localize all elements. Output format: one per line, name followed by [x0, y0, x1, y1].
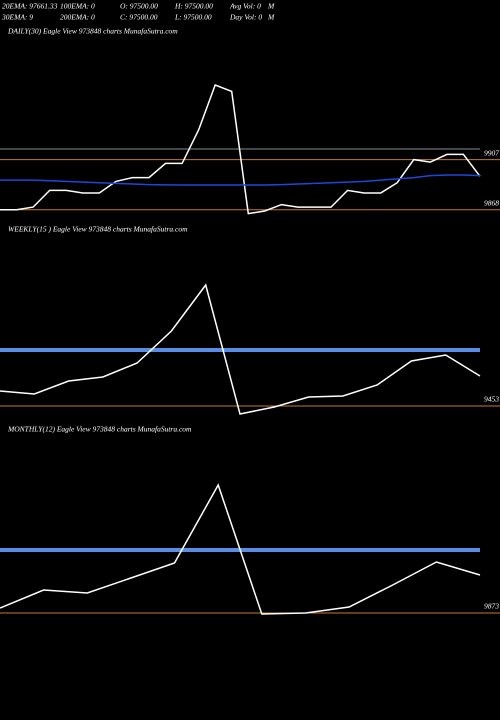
header-item: C: 97500.00 [120, 13, 158, 22]
header-item: O: 97500.00 [120, 2, 158, 11]
header-item: 30EMA: 9 [1, 13, 33, 22]
header-item: M [267, 13, 275, 22]
header-item: 100EMA: 0 [60, 2, 95, 11]
header-item: Day Vol: 0 [229, 13, 262, 22]
header-item: 200EMA: 0 [60, 13, 95, 22]
y-tick-label: 9907 [484, 148, 499, 157]
panel-title: WEEKLY(15 ) Eagle View 973848 charts Mun… [8, 225, 188, 234]
header-item: Avg Vol: 0 [229, 2, 261, 11]
header-item: 20EMA: 97661.33 [2, 2, 58, 11]
price-line [0, 483, 481, 615]
header-item: H: 97500.00 [174, 2, 213, 11]
header: 20EMA: 97661.33 100EMA: 0 O: 97500.00 H:… [1, 2, 275, 22]
y-tick-label: 9453 [484, 395, 499, 404]
price-line [0, 174, 481, 186]
panel-title: MONTHLY(12) Eagle View 973848 charts Mun… [7, 425, 192, 434]
header-item: L: 97500.00 [174, 13, 212, 22]
price-line [0, 283, 481, 415]
y-tick-label: 9873 [484, 602, 499, 611]
header-item: M [267, 2, 275, 11]
panel-title: DAILY(30) Eagle View 973848 charts Munaf… [7, 27, 178, 36]
y-tick-label: 9868 [484, 198, 499, 207]
